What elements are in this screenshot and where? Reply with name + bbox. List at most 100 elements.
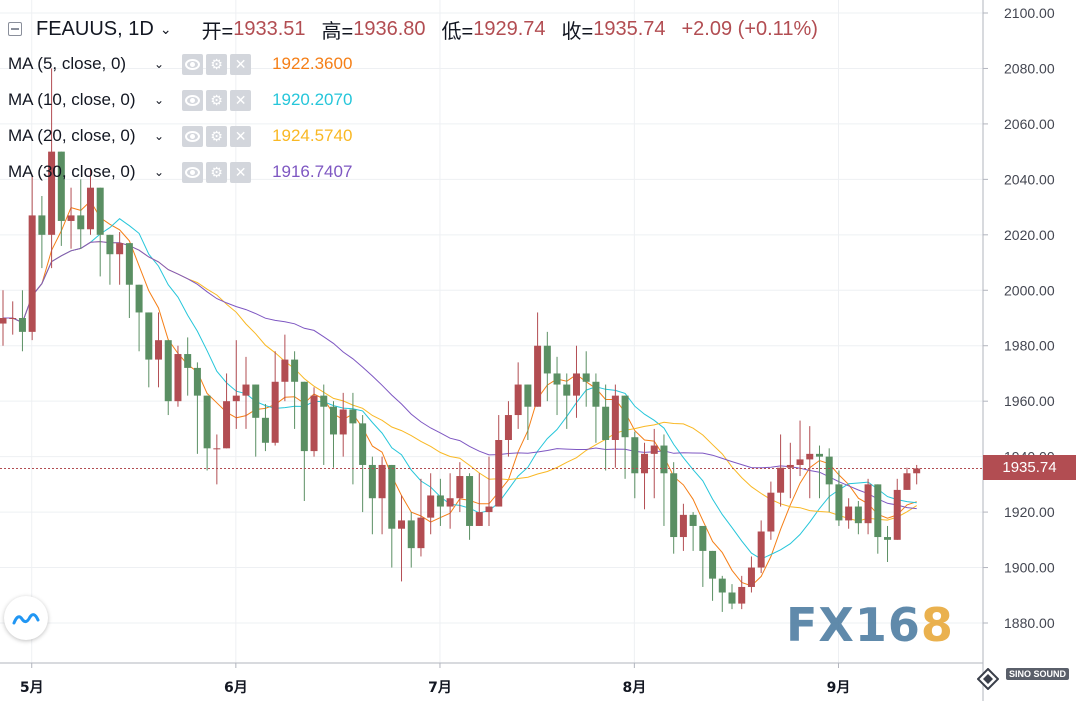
indicator-value: 1922.3600 (272, 54, 353, 73)
price-axis[interactable]: 2100.00 2080.00 2060.00 2040.00 2020.00 2000.… (983, 5, 1055, 631)
candle-body (9, 318, 17, 319)
gear-icon[interactable]: ⚙ (206, 53, 228, 75)
candle-body (310, 395, 318, 452)
candle-body (125, 243, 133, 285)
candle-body (631, 437, 639, 474)
ma-30-line (3, 241, 917, 510)
candle (164, 340, 172, 416)
candle (709, 550, 717, 601)
candle (747, 556, 755, 593)
candle-body (339, 409, 347, 435)
candle (456, 462, 464, 513)
candle (466, 473, 474, 540)
candle-body (174, 354, 182, 402)
candle-body (757, 531, 765, 568)
candle (300, 381, 308, 501)
cloud-wave-icon (12, 613, 40, 625)
candle (864, 478, 872, 535)
candle (777, 434, 785, 507)
time-axis[interactable]: 5月 6月 7月 8月 9月 (20, 663, 851, 696)
candle-body (524, 384, 532, 407)
eye-icon[interactable] (182, 89, 204, 111)
candle-body (592, 381, 600, 407)
candle-body (388, 464, 396, 529)
indicator-name[interactable]: MA (30, close, 0) (8, 162, 136, 181)
gear-icon[interactable]: ⚙ (206, 161, 228, 183)
eye-icon[interactable] (182, 125, 204, 147)
candle (242, 356, 250, 429)
candle-body (864, 484, 872, 524)
eye-icon[interactable] (182, 161, 204, 183)
symbol-name[interactable]: FEAUUS (36, 17, 118, 40)
candle (825, 448, 833, 513)
candle-body (184, 354, 192, 368)
y-tick-label: 2060.00 (1004, 116, 1055, 132)
chevron-down-icon[interactable]: ⌄ (154, 93, 165, 107)
candle (125, 243, 133, 318)
candle (281, 334, 289, 402)
close-icon[interactable]: ✕ (230, 89, 252, 111)
candle-body (378, 464, 386, 499)
candle-body (806, 453, 814, 460)
candle-body (660, 445, 668, 474)
indicator-ma20: MA (20, close, 0) ⌄ ⚙ ✕ 1924.5740 (8, 123, 352, 149)
gear-icon[interactable]: ⚙ (206, 125, 228, 147)
gear-icon[interactable]: ⚙ (206, 89, 228, 111)
close-icon[interactable]: ✕ (230, 53, 252, 75)
candle-body (368, 464, 376, 499)
candle (106, 234, 114, 285)
chevron-down-icon[interactable]: ⌄ (159, 20, 172, 37)
candle-body (77, 215, 85, 230)
candle-body (271, 381, 279, 443)
candle-body (300, 381, 308, 452)
chevron-down-icon[interactable]: ⌄ (154, 165, 165, 179)
candle (660, 434, 668, 526)
candle-body (106, 234, 114, 255)
indicator-value: 1920.2070 (272, 90, 353, 109)
candle (495, 415, 503, 507)
tradingview-logo[interactable] (4, 596, 48, 640)
candle (475, 473, 483, 526)
candle-body (320, 395, 328, 407)
candle (534, 312, 542, 407)
candle-body (446, 498, 454, 507)
candle-body (261, 417, 269, 443)
candle-body (718, 578, 726, 593)
close-icon[interactable]: ✕ (230, 125, 252, 147)
candle-body (903, 473, 911, 490)
candle-body (689, 514, 697, 526)
candle-body (359, 423, 367, 465)
candle (388, 464, 396, 568)
candle-body (213, 448, 221, 450)
candle-body (495, 440, 503, 507)
candle-body (825, 456, 833, 485)
y-tick-label: 2020.00 (1004, 227, 1055, 243)
candle-body (786, 464, 794, 468)
collapse-legend-button[interactable] (8, 22, 22, 36)
interval-label[interactable]: 1D (128, 17, 154, 40)
eye-icon[interactable] (182, 53, 204, 75)
candle (359, 415, 367, 513)
candle (203, 395, 211, 471)
close-icon[interactable]: ✕ (230, 161, 252, 183)
candle (738, 575, 746, 610)
candle-body (650, 445, 658, 454)
candle-body (281, 359, 289, 382)
indicator-name[interactable]: MA (5, close, 0) (8, 54, 127, 73)
indicator-name[interactable]: MA (20, close, 0) (8, 126, 136, 145)
candle (18, 290, 26, 352)
y-tick-label: 2040.00 (1004, 171, 1055, 187)
candle-body (884, 537, 892, 540)
candle-body (48, 151, 56, 235)
candle (621, 395, 629, 479)
candle (582, 351, 590, 407)
y-tick-label: 1920.00 (1004, 504, 1055, 520)
close-label: 收= (561, 20, 594, 43)
candle (504, 401, 512, 457)
candle-body (232, 395, 240, 402)
chevron-down-icon[interactable]: ⌄ (154, 57, 165, 71)
chevron-down-icon[interactable]: ⌄ (154, 129, 165, 143)
indicator-name[interactable]: MA (10, close, 0) (8, 90, 136, 109)
candle-body (86, 187, 94, 230)
